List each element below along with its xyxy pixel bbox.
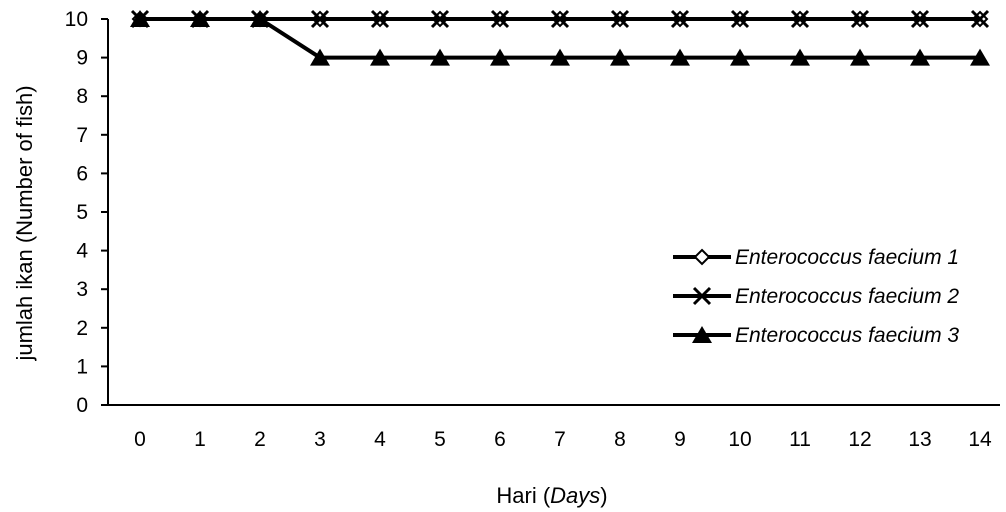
x-marker-stroke <box>430 9 450 29</box>
chart-axes <box>101 18 1000 406</box>
x-tick-label: 2 <box>254 428 266 451</box>
y-tick-label: 5 <box>76 201 88 224</box>
y-tick-label: 6 <box>76 162 88 185</box>
triangle-marker <box>910 48 930 66</box>
y-tick-label: 3 <box>76 278 88 301</box>
x-tick-label: 8 <box>614 428 626 451</box>
y-tick-label: 8 <box>76 85 88 108</box>
legend-label: Enterococcus faecium 3 <box>735 324 959 347</box>
triangle-marker <box>550 48 570 66</box>
x-tick-label: 7 <box>554 428 566 451</box>
legend-label: Enterococcus faecium 2 <box>735 285 959 308</box>
triangle-marker <box>130 10 150 27</box>
x-marker <box>790 9 810 29</box>
y-tick-label: 1 <box>76 355 88 378</box>
x-marker <box>910 9 930 29</box>
x-tick-label: 11 <box>789 428 811 451</box>
x-tick-label: 14 <box>968 428 992 451</box>
triangle-marker <box>610 48 630 66</box>
y-tick-label: 0 <box>76 394 88 417</box>
x-marker <box>550 9 570 29</box>
x-marker-stroke <box>550 9 570 29</box>
legend-entry-3: Enterococcus faecium 3 <box>673 324 959 347</box>
triangle-marker <box>490 48 510 66</box>
x-marker-stroke <box>790 9 810 29</box>
x-tick-label: 4 <box>374 428 386 451</box>
y-tick-label: 2 <box>76 317 88 340</box>
x-marker <box>490 9 510 29</box>
x-marker-stroke <box>730 9 750 29</box>
legend-label: Enterococcus faecium 1 <box>735 246 959 269</box>
y-tick-label: 9 <box>76 47 88 70</box>
triangle-marker <box>430 48 450 66</box>
x-marker-stroke <box>970 9 990 29</box>
x-marker-stroke <box>692 286 712 306</box>
x-tick-label: 9 <box>674 428 686 451</box>
x-tick-label: 1 <box>194 428 206 451</box>
diamond-marker <box>693 248 711 266</box>
x-tick-label: 0 <box>134 428 146 451</box>
triangle-marker <box>790 48 810 66</box>
x-marker <box>692 286 712 306</box>
x-tick-label: 12 <box>848 428 871 451</box>
x-tick-label: 13 <box>908 428 931 451</box>
triangle-marker <box>670 48 690 66</box>
x-marker-stroke <box>610 9 630 29</box>
triangle-marker <box>370 48 390 66</box>
triangle-marker <box>250 10 270 27</box>
y-tick-labels: 0 1 2 3 4 5 6 7 8 9 10 <box>65 8 89 417</box>
x-marker-stroke <box>370 9 390 29</box>
x-tick-label: 3 <box>314 428 326 451</box>
x-axis-title-prefix: Hari ( <box>496 483 550 508</box>
chart-legend: Enterococcus faecium 1 Enterococcus faeci… <box>673 246 959 347</box>
x-marker <box>310 9 330 29</box>
x-marker <box>850 9 870 29</box>
triangle-marker <box>850 48 870 66</box>
x-tick-label: 5 <box>434 428 446 451</box>
x-marker <box>970 9 990 29</box>
x-tick-labels: 0 1 2 3 4 5 6 7 8 9 10 11 12 13 14 <box>134 428 992 451</box>
chart-series <box>130 9 990 66</box>
y-axis-title: jumlah ikan (Number of fish) <box>12 85 37 361</box>
x-marker-stroke <box>310 9 330 29</box>
series-3 <box>130 10 990 66</box>
y-tick-label: 7 <box>76 124 88 147</box>
x-marker-stroke <box>850 9 870 29</box>
triangle-marker <box>970 48 990 66</box>
x-axis-title-suffix: ) <box>600 483 607 508</box>
x-marker-stroke <box>490 9 510 29</box>
y-tick-label: 4 <box>76 240 88 263</box>
triangle-marker <box>190 10 210 27</box>
x-marker <box>610 9 630 29</box>
x-marker <box>430 9 450 29</box>
x-axis-title-italic: Days <box>550 483 600 508</box>
x-marker-stroke <box>910 9 930 29</box>
legend-entry-1: Enterococcus faecium 1 <box>673 246 959 269</box>
x-marker <box>670 9 690 29</box>
x-marker <box>370 9 390 29</box>
x-axis-title: Hari (Days) <box>496 483 607 508</box>
x-marker <box>730 9 750 29</box>
x-marker-stroke <box>670 9 690 29</box>
triangle-marker <box>310 48 330 66</box>
legend-entry-2: Enterococcus faecium 2 <box>673 285 959 308</box>
x-tick-label: 10 <box>728 428 751 451</box>
triangle-marker <box>730 48 750 66</box>
y-tick-label: 10 <box>65 8 88 31</box>
x-tick-label: 6 <box>494 428 506 451</box>
triangle-marker <box>692 326 712 343</box>
